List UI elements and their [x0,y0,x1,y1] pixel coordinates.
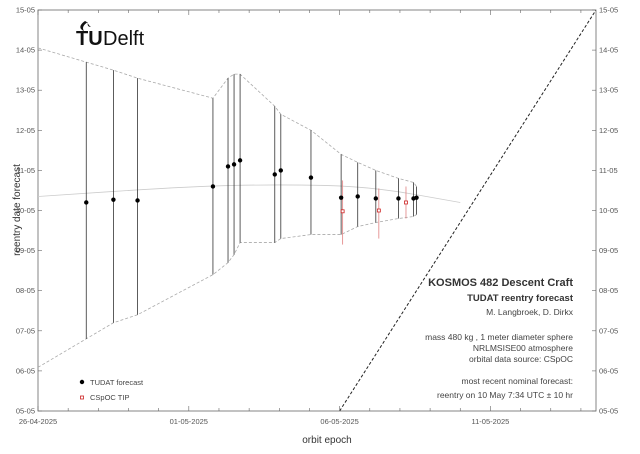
tudat-forecast-point-7 [272,172,277,177]
atmosphere-note: NRLMSISE00 atmosphere [473,343,573,353]
y-tick-label-right-9: 14-05 [599,46,618,55]
tudat-forecast-point-3 [210,184,216,189]
y-tick-label-right-4: 09-05 [599,246,618,255]
tudat-forecast-point-9 [308,175,314,180]
tudat-forecast-point-2 [135,198,140,203]
legend: TUDAT forecast CSpOC TIP [79,378,144,402]
tudat-forecast-point-12 [373,196,379,201]
trend-curve [38,184,461,203]
lower-envelope [38,214,417,368]
legend-cspoc-label: CSpOC TIP [90,393,129,402]
tudat-forecast-point-8 [278,168,284,173]
y-tick-label-left-5: 10-05 [16,206,35,215]
axis-ticks: 05-05 05-05 06-05 06-05 07-05 07-05 08-05 08-05… [16,6,618,427]
y-tick-label-right-10: 15-05 [599,6,618,15]
y-tick-label-left-3: 08-05 [16,286,35,295]
tudat-forecast-point-13 [396,196,401,201]
tudat-forecast-point-1 [111,197,116,202]
x-axis-title: orbit epoch [302,435,351,446]
y-tick-label-right-5: 10-05 [599,206,618,215]
tudat-forecast-point-4 [225,164,231,169]
y-tick-label-right-6: 11-05 [599,166,618,175]
y-axis-title: reentry date forecast [12,164,23,256]
logo-delft-text: Delft [103,28,145,50]
chart-marks [38,10,596,411]
cspoc-tip-point-2 [404,200,408,205]
annotation-block: KOSMOS 482 Descent Craft TUDAT reentry f… [425,277,574,400]
y-tick-label-left-9: 14-05 [16,46,35,55]
authors-note: M. Langbroek, D. Dirkx [486,307,574,317]
x-tick-label-0: 26-04-2025 [19,417,57,426]
y-tick-label-left-7: 12-05 [16,126,35,135]
legend-tudat-marker [79,379,85,385]
tudat-forecast-point-15 [414,195,419,200]
y-tick-label-right-1: 06-05 [599,366,618,375]
x-tick-label-2: 06-05-2025 [320,417,358,426]
logo-tu-text: TU [76,28,103,50]
legend-cspoc-marker [80,395,84,400]
cspoc-tip-point-0 [340,209,345,214]
y-tick-label-left-0: 05-05 [16,407,35,416]
mass-note: mass 480 kg , 1 meter diameter sphere [425,332,573,342]
y-tick-label-left-1: 06-05 [16,366,35,375]
tudat-forecast-point-0 [84,200,89,205]
chart-subtitle: TUDAT reentry forecast [467,293,574,304]
cspoc-tip-point-1 [376,208,381,213]
y-tick-label-right-8: 13-05 [599,86,618,95]
tudat-forecast-point-10 [338,195,344,200]
data-source-note: orbital data source: CSpOC [469,354,573,364]
y-tick-label-right-7: 12-05 [599,126,618,135]
tudelft-logo: TU Delft [76,21,145,50]
y-tick-label-left-10: 15-05 [16,6,35,15]
y-tick-label-right-2: 07-05 [599,326,618,335]
forecast-label-note: most recent nominal forecast: [462,376,574,386]
y-tick-label-left-2: 07-05 [16,326,35,335]
diagonal-reference-line [339,10,596,411]
y-tick-label-left-4: 09-05 [16,246,35,255]
x-tick-label-3: 11-05-2025 [472,417,510,426]
y-tick-label-right-3: 08-05 [599,286,618,295]
y-tick-label-left-8: 13-05 [16,86,35,95]
legend-tudat-label: TUDAT forecast [90,378,144,387]
chart-title: KOSMOS 482 Descent Craft [428,277,573,289]
tudat-forecast-point-6 [237,158,243,163]
flame-icon [80,21,91,31]
x-tick-label-1: 01-05-2025 [170,417,208,426]
forecast-value-note: reentry on 10 May 7:34 UTC ± 10 hr [437,390,573,400]
y-tick-label-left-6: 11-05 [16,166,35,175]
tudat-forecast-point-11 [355,194,360,199]
tudat-forecast-point-5 [231,162,237,167]
y-tick-label-right-0: 05-05 [599,407,618,416]
